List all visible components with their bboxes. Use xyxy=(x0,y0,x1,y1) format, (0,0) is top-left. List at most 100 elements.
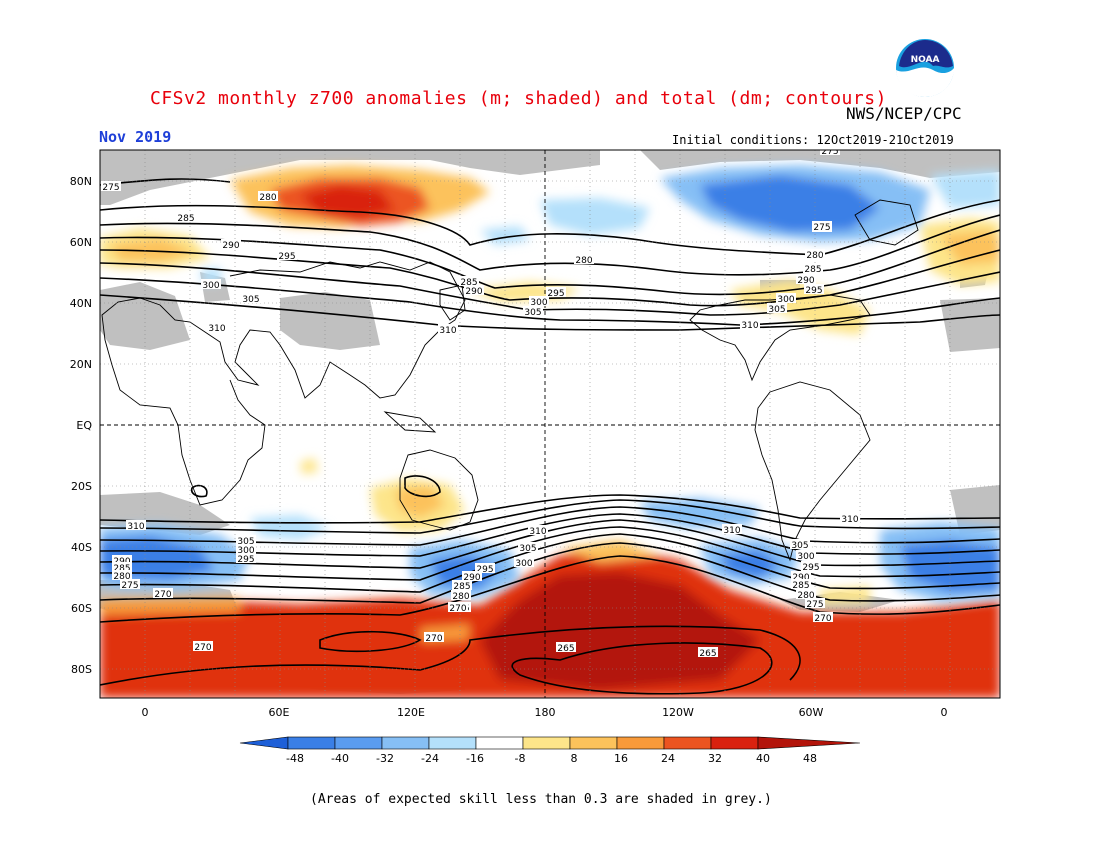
colorbar-arrow-high xyxy=(757,736,861,750)
latitude-axis: 80N 60N 40N 20N EQ 20S 40S 60S 80S xyxy=(70,175,93,676)
contour-label: 295 xyxy=(801,561,821,573)
contour-label: 280 xyxy=(805,249,825,261)
contour-label-bg xyxy=(574,254,594,264)
colorbar-tick: 40 xyxy=(756,752,770,765)
contour-label-bg xyxy=(791,571,811,581)
contour-label-text: 310 xyxy=(127,522,144,532)
contour-label-bg xyxy=(176,212,196,222)
colorbar-tick: -8 xyxy=(515,752,526,765)
lon-label: 0 xyxy=(142,706,149,719)
contour-label: 305 xyxy=(241,293,261,305)
skill-footnote: (Areas of expected skill less than 0.3 a… xyxy=(310,792,772,807)
contour-label-text: 300 xyxy=(797,552,814,562)
colorbar: -48 -40 -32 -24 -16 -8 8 16 24 32 40 48 xyxy=(239,736,861,765)
contour-label-bg xyxy=(801,561,821,571)
contour-label-text: 295 xyxy=(805,286,822,296)
contour-label-text: 285 xyxy=(460,278,477,288)
contour-label: 290 xyxy=(791,571,811,583)
contour-label-bg xyxy=(236,535,256,545)
contour-label-bg xyxy=(776,293,796,303)
contour-label: 265 xyxy=(698,647,718,659)
contour-label-bg xyxy=(448,602,468,612)
contour-label-bg xyxy=(523,306,543,316)
contour-label: 305 xyxy=(523,306,543,318)
contour-label: 300 xyxy=(796,550,816,562)
contour-label-text: 310 xyxy=(723,526,740,536)
contour-label-text: 290 xyxy=(222,241,239,251)
colorbar-tick: 24 xyxy=(661,752,675,765)
colorbar-tick: -48 xyxy=(286,752,304,765)
colorbar-cell xyxy=(522,736,571,750)
coastlines xyxy=(101,199,919,562)
contour-label-text: 270 xyxy=(449,604,466,614)
contour-label: 305 xyxy=(518,542,538,554)
contour-label-bg xyxy=(438,324,458,334)
contour-label-bg xyxy=(805,249,825,259)
contour-label: 310 xyxy=(207,322,227,334)
contour-label-bg xyxy=(277,250,297,260)
colorbar-cell xyxy=(569,736,618,750)
contour-label: 285 xyxy=(112,562,132,574)
contour-label: 275 xyxy=(120,579,140,591)
contour-label-bg xyxy=(514,557,534,567)
colorbar-cell xyxy=(334,736,383,750)
colorbar-tick: -24 xyxy=(421,752,439,765)
contour-label-bg xyxy=(112,562,132,572)
colorbar-cell xyxy=(287,736,336,750)
contour-label: 305 xyxy=(767,303,787,315)
lat-label: 20N xyxy=(70,358,92,371)
contour-label-text: 305 xyxy=(237,537,254,547)
contour-label-bg xyxy=(258,191,278,201)
contour-label-bg xyxy=(126,520,146,530)
noaa-logo: NOAA xyxy=(893,36,957,100)
contour-label: 275 xyxy=(812,221,832,233)
contour-label-text: 270 xyxy=(425,634,442,644)
contour-label: 310 xyxy=(126,520,146,532)
contour-label-bg xyxy=(803,263,823,273)
positive-anomaly-shading xyxy=(100,165,1000,698)
contour-label-bg xyxy=(722,524,742,534)
lat-label: 40N xyxy=(70,297,92,310)
contour-label-text: 295 xyxy=(476,565,493,575)
contour-label-text: 290 xyxy=(465,287,482,297)
colorbar-cell xyxy=(616,736,665,750)
contour-label-text: 290 xyxy=(792,573,809,583)
contour-label-text: 290 xyxy=(797,276,814,286)
contour-label-bg xyxy=(236,553,256,563)
contour-label-text: 285 xyxy=(792,581,809,591)
logo-wordmark: NOAA xyxy=(911,55,940,65)
contour-label-text: 280 xyxy=(259,193,276,203)
contour-label-text: 305 xyxy=(791,541,808,551)
lat-label: 80S xyxy=(71,663,92,676)
contour-label-bg xyxy=(546,287,566,297)
contour-label: 310 xyxy=(722,524,742,536)
contour-label: 285 xyxy=(459,276,479,288)
contour-label-text: 285 xyxy=(453,582,470,592)
contour-label-text: 275 xyxy=(102,183,119,193)
map-frame xyxy=(99,149,1001,699)
contour-label-bg xyxy=(201,279,221,289)
contour-label-bg xyxy=(791,579,811,589)
colorbar-tick: -40 xyxy=(331,752,349,765)
contour-label: 270 xyxy=(153,588,173,600)
contour-label-bg xyxy=(813,612,833,622)
contour-label-text: 305 xyxy=(519,544,536,554)
contour-label-bg xyxy=(451,590,471,600)
lon-label: 60W xyxy=(799,706,824,719)
contour-label: 310 xyxy=(438,324,458,336)
contour-label-text: 280 xyxy=(452,592,469,602)
contour-label: 295 xyxy=(546,287,566,299)
contour-label: 305 xyxy=(236,535,256,547)
contour-label-text: 275 xyxy=(821,147,838,157)
contour-label-text: 295 xyxy=(547,289,564,299)
contour-label-text: 270 xyxy=(814,614,831,624)
equator-dateline xyxy=(100,150,1000,698)
contour-label-bg xyxy=(840,513,860,523)
contour-label-bg xyxy=(112,570,132,580)
contour-label-bg xyxy=(459,276,479,286)
contour-label-bg xyxy=(236,544,256,554)
contour-label: 295 xyxy=(236,553,256,565)
contour-label-text: 265 xyxy=(699,649,716,659)
contour-label-text: 305 xyxy=(242,295,259,305)
